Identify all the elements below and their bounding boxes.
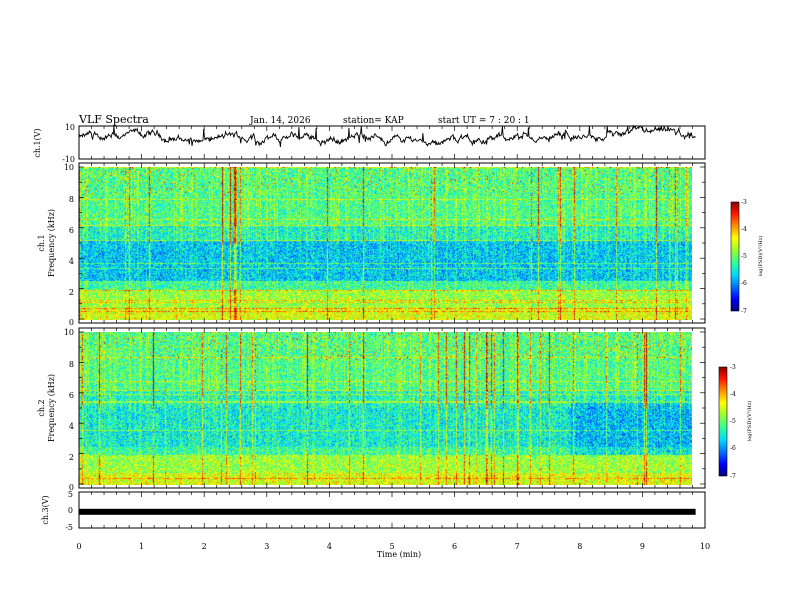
- ch2-cbtick-m3: -3: [730, 364, 736, 371]
- ch3-waveform-trace: [79, 508, 696, 515]
- x-tick-label-0: 0: [76, 542, 81, 551]
- ch1-spectrogram-ylabel: Frequency (kHz): [47, 209, 56, 277]
- ch2-colorbar-label: log(PSD)(V²/Hz): [746, 401, 753, 442]
- ch2-spectrogram-ylabel: Frequency (kHz): [47, 374, 56, 442]
- station-label: station= KAP: [343, 116, 404, 126]
- ch1-ytick-4: 4: [69, 257, 74, 266]
- ch2-ytick-6: 6: [69, 391, 74, 400]
- ch1-ytick-0: 0: [69, 318, 74, 327]
- x-tick-label-9: 9: [640, 542, 645, 551]
- x-tick-label-5: 5: [389, 542, 394, 551]
- ch1-spectrogram-panel: ch.1 Frequency (kHz) 10 8 6 4 2 0 -3 -4 …: [37, 162, 764, 327]
- ch2-ytick-8: 8: [69, 360, 74, 369]
- ch1-colorbar-label: log(PSD)(V²/Hz): [757, 236, 764, 277]
- ch2-cbtick-m4: -4: [730, 391, 736, 398]
- ch2-cbtick-m5: -5: [730, 418, 736, 425]
- ch1-spectrogram-image: [79, 167, 692, 320]
- x-tick-label-1: 1: [139, 542, 144, 551]
- ch2-spectrogram-title: ch.2: [37, 399, 46, 416]
- ch2-ytick-0: 0: [69, 483, 74, 492]
- x-tick-label-10: 10: [700, 542, 710, 551]
- ch1-cbtick-m6: -6: [741, 280, 747, 287]
- ch2-spectrogram-panel: ch.2 Frequency (kHz) 10 8 6 4 2 0 -3 -4 …: [37, 327, 753, 492]
- ch2-ytick-2: 2: [69, 453, 74, 462]
- ch1-spectrogram-title: ch.1: [37, 234, 46, 251]
- ch1-ytick-top: 10: [65, 123, 75, 132]
- ch1-waveform-trace: [78, 124, 696, 148]
- ch3-ytick-m5: -5: [65, 523, 73, 532]
- x-tick-label-3: 3: [264, 542, 269, 551]
- ch1-cbtick-m7: -7: [741, 308, 747, 315]
- ch1-waveform-panel: 10 -10 ch.1(V): [33, 123, 706, 164]
- ch1-ytick-2: 2: [69, 288, 74, 297]
- x-axis-label: Time (min): [377, 550, 421, 559]
- ch1-cbtick-m4: -4: [741, 226, 747, 233]
- ch1-ytick-bottom: -10: [62, 155, 75, 164]
- date-label: Jan. 14, 2026: [249, 116, 311, 126]
- ch3-waveform-panel: 5 0 -5 ch.3(V): [41, 490, 706, 532]
- ch1-cbtick-m3: -3: [741, 199, 747, 206]
- x-tick-label-8: 8: [577, 542, 582, 551]
- figure-title: VLF Spectra: [78, 113, 149, 126]
- ch2-colorbar: [718, 366, 728, 477]
- x-tick-label-7: 7: [515, 542, 520, 551]
- ch1-ytick-10: 10: [64, 163, 74, 172]
- ch1-colorbar: [730, 201, 740, 312]
- ch2-ytick-4: 4: [69, 422, 74, 431]
- ch1-cbtick-m5: -5: [741, 253, 747, 260]
- ch2-cbtick-m6: -6: [730, 445, 736, 452]
- start-ut-label: start UT = 7 : 20 : 1: [438, 116, 530, 126]
- x-axis: 0 1 2 3 4 5 6 7 8 9 10: [76, 542, 710, 551]
- x-tick-label-6: 6: [452, 542, 457, 551]
- ch1-ytick-6: 6: [69, 226, 74, 235]
- ch1-waveform-ylabel: ch.1(V): [33, 128, 42, 157]
- ch3-waveform-ylabel: ch.3(V): [41, 495, 50, 524]
- x-tick-label-2: 2: [202, 542, 207, 551]
- ch2-spectrogram-image: [79, 332, 692, 485]
- ch3-ytick-0: 0: [68, 506, 73, 515]
- x-tick-label-4: 4: [327, 542, 332, 551]
- ch3-ytick-5: 5: [68, 490, 73, 499]
- ch2-ytick-10: 10: [64, 328, 74, 337]
- ch1-ytick-8: 8: [69, 195, 74, 204]
- ch2-cbtick-m7: -7: [730, 473, 736, 480]
